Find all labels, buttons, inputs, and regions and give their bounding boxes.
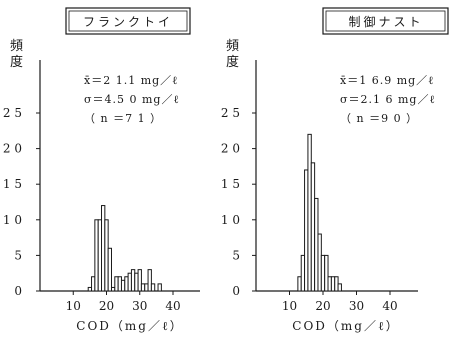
title-box-inner xyxy=(68,10,188,32)
x-tick-label: 10 xyxy=(66,299,81,313)
title-box xyxy=(65,7,191,35)
x-axis-label: COD（mg／ℓ） xyxy=(292,319,399,333)
x-tick-label: 20 xyxy=(99,299,114,313)
histogram-bar xyxy=(87,286,93,292)
y-tick-label: 5 xyxy=(14,248,22,262)
histogram-bar xyxy=(157,283,162,292)
histogram-bar xyxy=(127,272,132,292)
stat-sigma: σ＝4.5 0 mg／ℓ xyxy=(84,93,180,106)
histogram-bar xyxy=(324,254,329,292)
y-ticks: 0 5 1 0 1 5 2 0 2 5 xyxy=(221,106,256,298)
ylabel-char-1: 頻 xyxy=(10,39,23,54)
stat-mean: x̄＝1 6.9 mg／ℓ xyxy=(340,74,434,87)
y-tick-label: 2 5 xyxy=(3,106,22,120)
chart-title: 制御ナスト xyxy=(348,14,423,29)
x-tick-label: 30 xyxy=(349,299,364,313)
histogram-bar xyxy=(304,169,309,292)
histogram-bar xyxy=(310,162,316,292)
histogram-bar xyxy=(314,197,319,292)
y-tick-label: 2 0 xyxy=(221,142,240,156)
y-tick-label: 2 5 xyxy=(221,106,240,120)
x-ticks: 10 20 30 40 xyxy=(282,291,398,313)
x-tick-label: 20 xyxy=(315,299,330,313)
histogram-bar xyxy=(320,254,326,292)
title-box xyxy=(322,7,449,35)
y-tick-label: 1 5 xyxy=(221,177,240,191)
ylabel-char-2: 度 xyxy=(226,54,239,70)
histogram-bar xyxy=(120,279,126,292)
y-tick-label: 2 0 xyxy=(3,142,22,156)
x-tick-label: 40 xyxy=(382,299,397,313)
y-tick-label: 0 xyxy=(14,284,22,298)
histogram-bar xyxy=(150,283,156,292)
histogram-panel-left: フランクトイ 頻 度 x̄＝2 1.1 mg／ℓ σ＝4.5 0 mg／ℓ （ … xyxy=(3,7,200,333)
y-tick-label: 1 0 xyxy=(3,213,22,227)
histogram-bar xyxy=(337,283,342,292)
y-tick-label: 1 5 xyxy=(3,177,22,191)
y-tick-label: 5 xyxy=(232,248,240,262)
y-tick-label: 0 xyxy=(232,284,240,298)
histogram-bar xyxy=(297,276,302,292)
x-tick-label: 40 xyxy=(165,299,180,313)
histogram-bar xyxy=(327,276,332,292)
x-ticks: 10 20 30 40 xyxy=(66,291,181,313)
stat-n: （ n ＝9 0 ） xyxy=(340,112,418,125)
ylabel-char-2: 度 xyxy=(10,54,23,70)
x-tick-label: 30 xyxy=(132,299,147,313)
stat-n: （ n ＝7 1 ） xyxy=(84,112,162,125)
x-tick-label: 10 xyxy=(282,299,297,313)
bars xyxy=(87,205,162,292)
histogram-bar xyxy=(330,276,336,292)
histogram-bar xyxy=(147,269,152,292)
y-ticks: 0 5 1 0 1 5 2 0 2 5 xyxy=(3,106,40,298)
chart-title: フランクトイ xyxy=(83,15,173,29)
title-box-inner xyxy=(325,10,446,32)
stat-mean: x̄＝2 1.1 mg／ℓ xyxy=(84,74,178,87)
histogram-panel-right: 制御ナスト 頻 度 x̄＝1 6.9 mg／ℓ σ＝2.1 6 mg／ℓ （ n… xyxy=(221,7,449,333)
histogram-bar xyxy=(107,247,112,292)
ylabel-char-1: 頻 xyxy=(226,39,239,54)
x-axis-label: COD（mg／ℓ） xyxy=(76,319,183,333)
stat-sigma: σ＝2.1 6 mg／ℓ xyxy=(340,93,436,106)
y-tick-label: 1 0 xyxy=(221,213,240,227)
bars xyxy=(297,133,342,292)
